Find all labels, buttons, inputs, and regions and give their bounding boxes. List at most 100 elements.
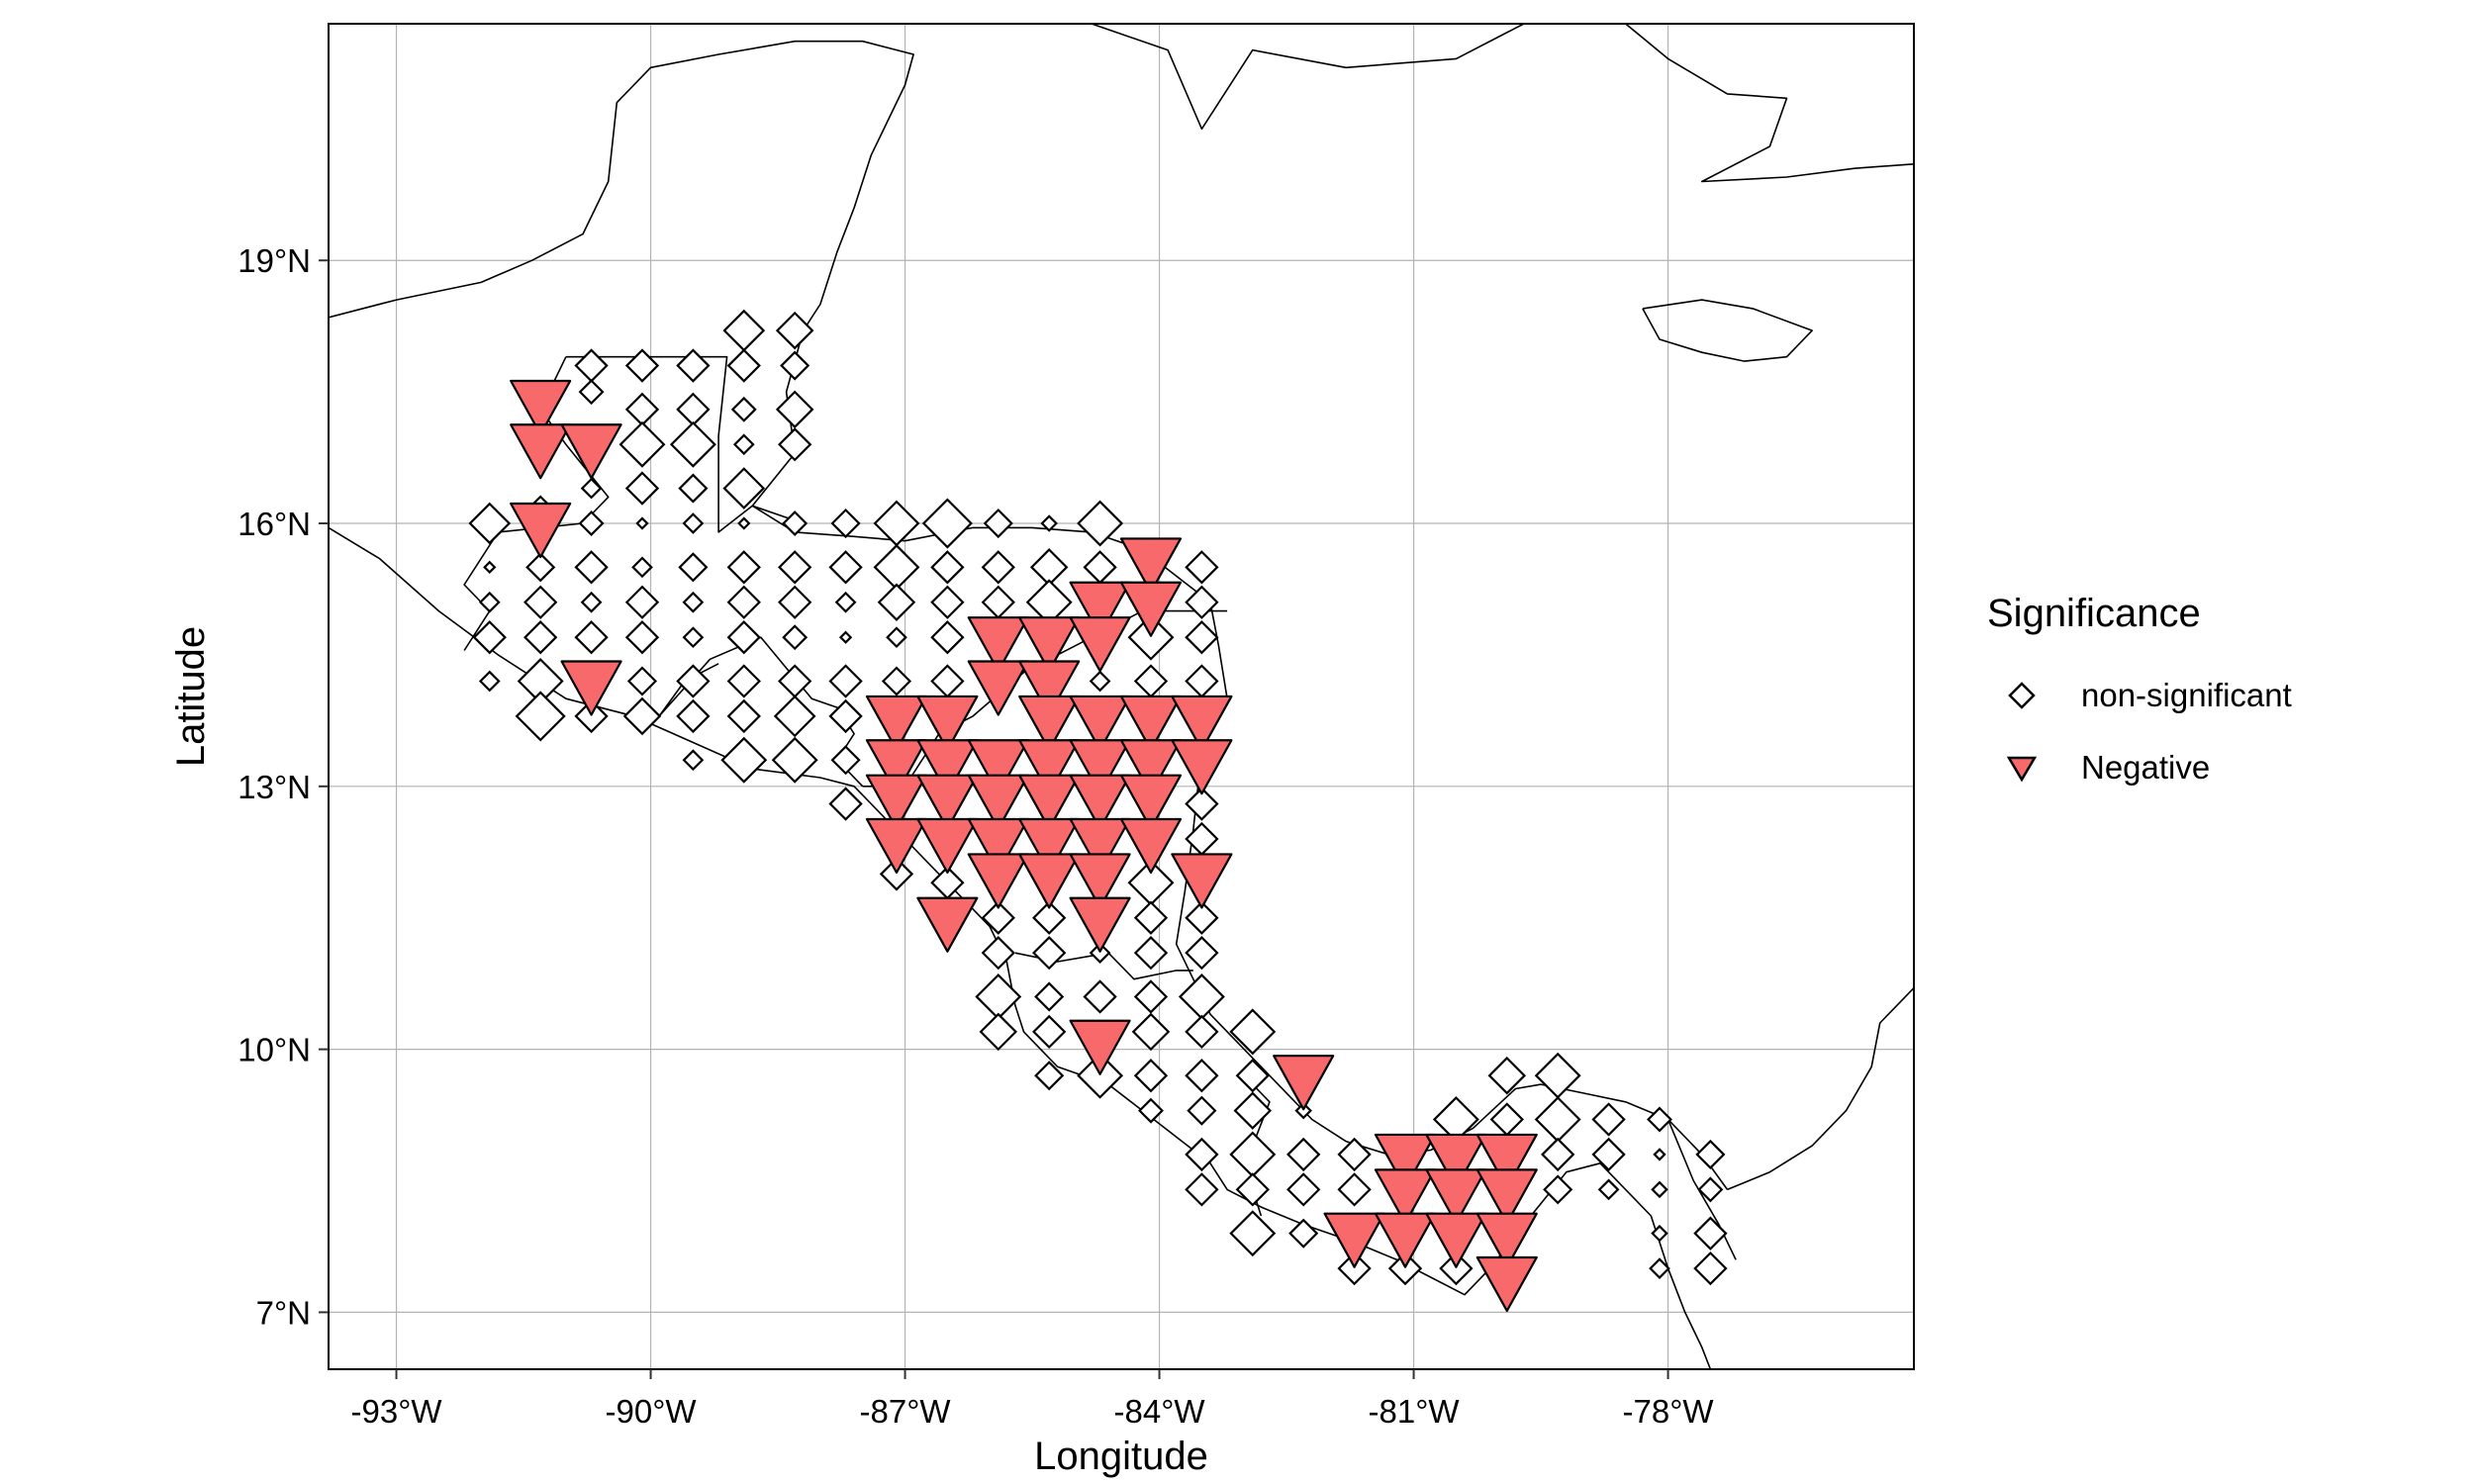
non-significant-marker — [1439, 1251, 1474, 1286]
negative-marker — [1475, 1255, 1538, 1313]
non-significant-marker — [773, 695, 816, 738]
non-significant-marker — [1138, 1097, 1164, 1124]
non-significant-marker — [726, 620, 761, 655]
negative-marker — [967, 774, 1029, 830]
non-significant-marker — [775, 390, 814, 429]
non-significant-marker — [1651, 1224, 1668, 1243]
legend-key-non-significant — [2008, 682, 2036, 709]
non-significant-marker — [1288, 1218, 1319, 1249]
legend-key-negative — [2006, 756, 2038, 783]
non-significant-marker — [1032, 1014, 1067, 1050]
legend-label-non-significant: non-significant — [2081, 677, 2292, 713]
negative-marker — [1069, 853, 1131, 909]
non-significant-marker — [1235, 1059, 1270, 1093]
non-significant-marker — [578, 379, 605, 406]
non-significant-marker — [1653, 1148, 1666, 1161]
negative-marker — [1018, 739, 1081, 795]
negative-marker — [1069, 581, 1131, 637]
non-significant-marker — [676, 698, 711, 734]
non-significant-marker — [1294, 1101, 1312, 1120]
non-significant-marker — [669, 420, 716, 468]
non-significant-marker — [682, 626, 705, 649]
non-significant-marker — [1693, 1216, 1728, 1251]
non-significant-marker — [981, 935, 1015, 971]
negative-marker — [1069, 896, 1131, 953]
non-significant-marker — [1229, 1008, 1277, 1056]
y-tick-label: 7°N — [256, 1294, 311, 1331]
non-significant-marker — [830, 508, 861, 539]
non-significant-marker — [877, 583, 916, 622]
negative-marker — [1475, 1133, 1538, 1190]
non-significant-marker — [1597, 1178, 1620, 1201]
non-significant-marker — [574, 698, 609, 734]
non-significant-marker — [678, 552, 709, 583]
non-significant-marker — [1647, 1106, 1672, 1133]
non-significant-marker — [1487, 1056, 1527, 1095]
non-significant-marker — [580, 477, 603, 500]
coastline — [1666, 1119, 1737, 1260]
non-significant-marker — [1127, 613, 1175, 661]
non-significant-marker — [682, 591, 705, 613]
negative-marker — [1119, 537, 1183, 594]
non-significant-marker — [1034, 981, 1065, 1012]
non-significant-marker — [574, 550, 609, 585]
non-significant-marker — [1040, 514, 1058, 532]
x-tick-label: -78°W — [1623, 1393, 1715, 1430]
negative-marker — [1374, 1212, 1437, 1268]
non-significant-marker — [1077, 500, 1124, 547]
non-significant-marker — [624, 585, 660, 619]
negative-marker — [1018, 853, 1081, 909]
x-tick-label: -81°W — [1369, 1393, 1461, 1430]
non-significant-marker — [1187, 1095, 1217, 1126]
non-significant-marker — [1695, 1139, 1726, 1169]
non-significant-marker — [726, 550, 761, 585]
non-significant-marker — [574, 620, 609, 655]
non-significant-marker — [771, 736, 818, 784]
negative-marker — [967, 660, 1029, 716]
non-significant-marker — [523, 620, 558, 655]
non-significant-marker — [782, 510, 809, 536]
non-significant-marker — [780, 350, 810, 381]
negative-marker — [1069, 739, 1131, 795]
non-significant-marker — [921, 498, 973, 549]
non-significant-marker — [1543, 1174, 1573, 1205]
non-significant-marker — [1591, 1137, 1626, 1172]
non-significant-marker — [1032, 900, 1067, 935]
non-significant-marker — [1133, 1059, 1169, 1093]
non-significant-marker — [730, 396, 757, 422]
panel-border — [328, 23, 1915, 1370]
y-tick-label: 13°N — [238, 769, 311, 805]
non-significant-marker — [983, 508, 1013, 539]
negative-marker — [1069, 774, 1131, 830]
non-significant-marker — [838, 630, 853, 644]
negative-marker — [1119, 774, 1183, 830]
negative-marker — [1374, 1168, 1437, 1225]
non-significant-marker — [778, 585, 812, 619]
non-significant-marker — [631, 556, 653, 579]
negative-marker — [510, 379, 572, 436]
non-significant-marker — [1387, 1251, 1423, 1286]
non-significant-marker — [1235, 1172, 1270, 1207]
non-significant-marker — [879, 857, 914, 891]
non-significant-marker — [930, 620, 965, 655]
non-significant-marker — [682, 512, 705, 534]
non-significant-marker — [720, 736, 768, 784]
non-significant-marker — [778, 427, 812, 462]
non-significant-marker — [782, 624, 809, 651]
non-significant-marker — [682, 749, 705, 772]
non-significant-marker — [525, 552, 556, 583]
negative-marker — [1069, 1019, 1131, 1075]
non-significant-marker — [1185, 620, 1219, 655]
non-significant-marker — [618, 420, 666, 468]
non-significant-marker — [678, 473, 709, 504]
non-significant-marker — [726, 698, 761, 734]
x-tick-label: -90°W — [606, 1393, 698, 1430]
non-significant-marker — [1649, 1257, 1670, 1279]
non-significant-marker — [626, 666, 658, 696]
non-significant-marker — [881, 666, 912, 696]
negative-marker — [1171, 853, 1233, 909]
non-significant-marker — [624, 348, 660, 383]
non-significant-marker — [828, 787, 863, 821]
non-significant-marker — [1185, 787, 1219, 821]
non-significant-marker — [468, 502, 512, 545]
